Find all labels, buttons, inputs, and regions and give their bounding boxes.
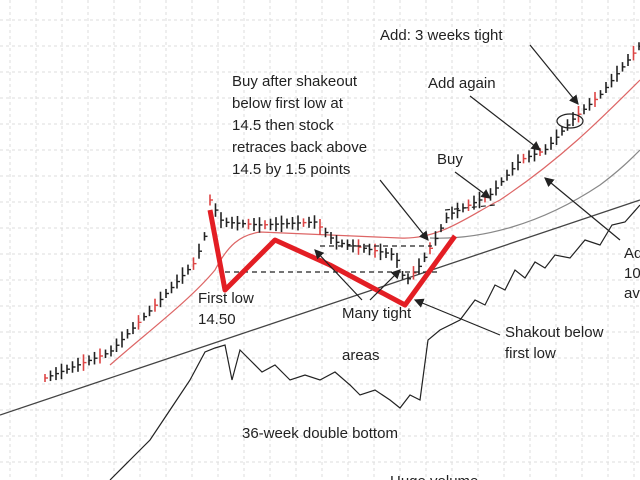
pivot-lines [225, 204, 496, 273]
annotation-label: Ad [624, 245, 640, 262]
moving-average-slow [429, 149, 640, 239]
annotation-label: Huge volume [390, 473, 478, 480]
moving-average-fast [109, 79, 640, 366]
annotation-label: av [624, 285, 640, 302]
price-bars [44, 42, 640, 382]
annotation-label: Many tight [342, 305, 412, 322]
annotation-label: Add again [428, 75, 496, 92]
annotation-label: Buy after shakeout [232, 73, 358, 90]
annotation-label: Buy [437, 151, 463, 168]
trend-line [0, 199, 640, 416]
double-bottom-zigzag [207, 209, 458, 308]
rs-line [109, 204, 640, 480]
annotation-label: Shakout below [505, 324, 604, 341]
annotation-label: retraces back above [232, 139, 367, 156]
annotation-label: 14.5 by 1.5 points [232, 161, 350, 178]
tight-circle [556, 113, 584, 129]
annotation-label: 10 [624, 265, 640, 282]
annotation-label: 36-week double bottom [242, 425, 398, 442]
annotation-label: First low [198, 290, 254, 307]
annotation-label: areas [342, 347, 380, 364]
arrows [314, 44, 621, 336]
annotation-label: below first low at [232, 95, 344, 112]
annotation-label: 14.50 [198, 311, 236, 328]
annotation-label: 14.5 then stock [232, 117, 334, 134]
annotation-label: Add: 3 weeks tight [380, 27, 503, 44]
annotation-label: first low [505, 345, 556, 362]
